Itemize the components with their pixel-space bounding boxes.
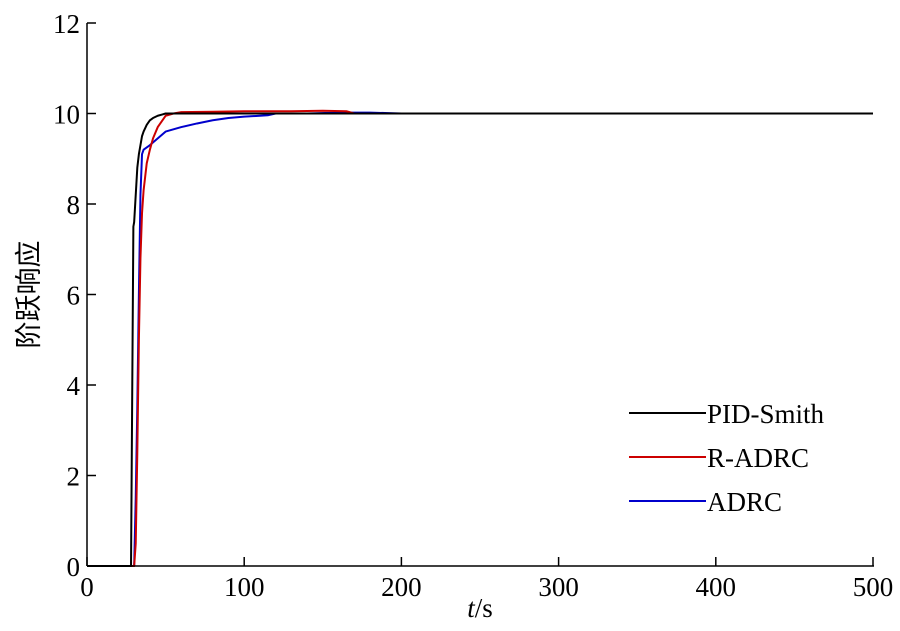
x-axis-ticks: 0 100 200 300 400 500 — [80, 557, 893, 602]
x-axis-title-unit: /s — [475, 593, 493, 623]
y-tick-label: 8 — [67, 190, 81, 220]
x-tick-label: 400 — [696, 572, 737, 602]
y-axis-ticks: 0 2 4 6 8 10 12 — [53, 9, 96, 582]
y-tick-label: 12 — [53, 9, 80, 39]
x-tick-label: 300 — [538, 572, 579, 602]
y-tick-label: 6 — [67, 281, 81, 311]
x-tick-label: 100 — [224, 572, 265, 602]
series-line-pid-smith — [87, 112, 873, 567]
legend-label: PID-Smith — [707, 399, 825, 429]
y-axis-title: 阶跃响应 — [14, 241, 44, 349]
legend-label: R-ADRC — [707, 443, 809, 473]
legend: PID-Smith R-ADRC ADRC — [629, 399, 825, 517]
x-axis-title: t/s — [467, 593, 493, 623]
y-tick-label: 0 — [67, 552, 81, 582]
x-axis-title-variable: t — [467, 593, 476, 623]
x-tick-label: 200 — [381, 572, 422, 602]
y-tick-label: 10 — [53, 100, 80, 130]
legend-label: ADRC — [707, 487, 782, 517]
y-tick-label: 4 — [67, 371, 81, 401]
series-layer — [87, 109, 873, 567]
x-tick-label: 0 — [80, 572, 94, 602]
x-tick-label: 500 — [853, 572, 894, 602]
y-tick-label: 2 — [67, 462, 81, 492]
